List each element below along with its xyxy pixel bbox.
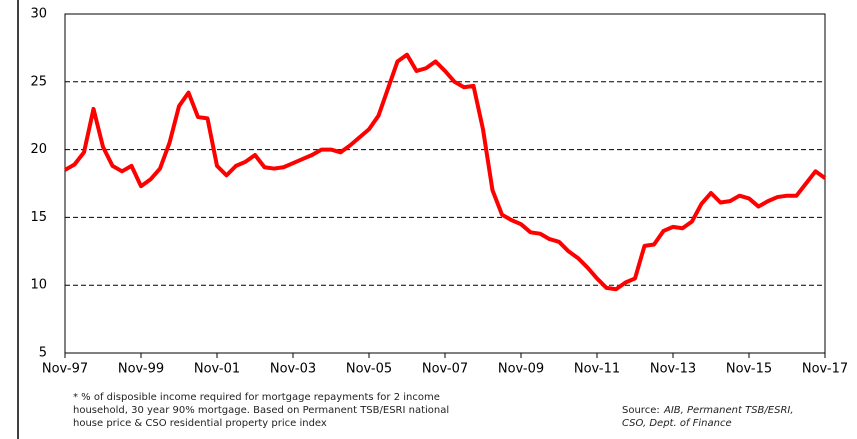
x-tick-label: Nov-17: [802, 362, 848, 377]
footnote: household, 30 year 90% mortgage. Based o…: [73, 405, 449, 416]
plot-frame: [64, 13, 826, 354]
y-tick-label: 15: [30, 210, 47, 225]
source: AIB, Permanent TSB/ESRI,: [663, 405, 794, 416]
x-tick-label: Nov-03: [270, 362, 316, 377]
x-tick-label: Nov-01: [194, 362, 240, 377]
data-line: [64, 52, 827, 292]
x-tick-label: Nov-13: [650, 362, 696, 377]
x-tick-label: Nov-05: [346, 362, 392, 377]
x-tick-label: Nov-09: [498, 362, 544, 377]
x-tick-label: Nov-97: [42, 362, 88, 377]
x-tick-label: Nov-15: [726, 362, 772, 377]
source: CSO, Dept. of Finance: [622, 418, 732, 429]
y-tick-label: 20: [30, 142, 47, 157]
source-label: Source:: [622, 405, 660, 416]
y-tick-label: 10: [30, 278, 47, 293]
y-tick-label: 25: [30, 74, 47, 89]
y-tick-label: 30: [30, 7, 47, 22]
x-tick-label: Nov-07: [422, 362, 468, 377]
footnote: house price & CSO residential property p…: [73, 418, 327, 429]
x-tick-label: Nov-11: [574, 362, 620, 377]
footnote: * % of disposible income required for mo…: [73, 392, 440, 403]
x-tick-label: Nov-99: [118, 362, 164, 377]
y-tick-label: 5: [39, 346, 47, 361]
